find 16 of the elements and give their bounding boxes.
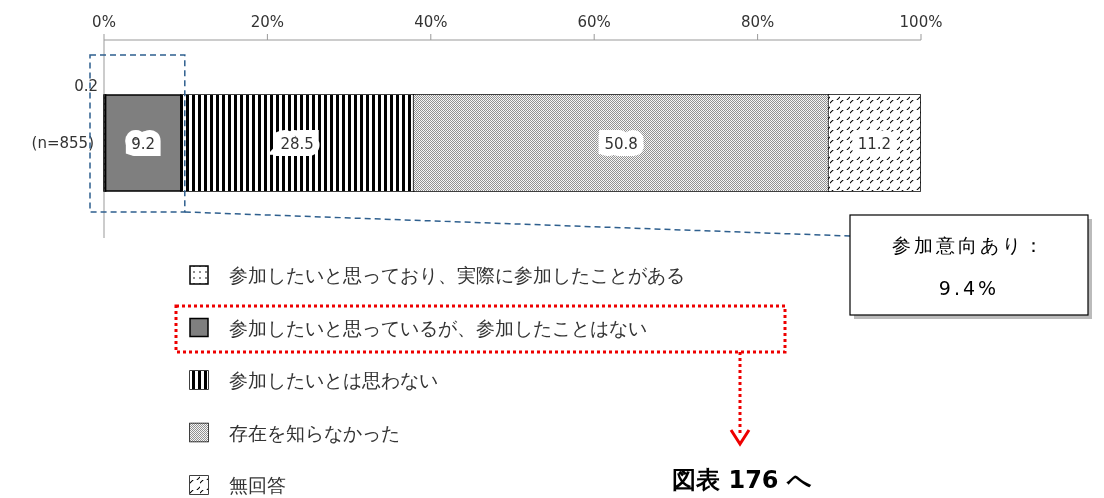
y-tick-label: (n=855) — [31, 134, 94, 152]
data-label: 11.2 — [857, 135, 892, 153]
text: 参加意向あり： 9.4% — [892, 234, 1046, 299]
legend-label: 参加したいと思っており、実際に参加したことがある — [229, 264, 685, 286]
legend-label: 参加したいとは思わない — [229, 369, 438, 391]
x-tick-label: 0% — [92, 13, 116, 31]
x-tick-label: 20% — [250, 13, 285, 31]
x-tick-label: 60% — [577, 13, 611, 31]
legend-label: 参加したいと思っているが、参加したことはない — [229, 316, 647, 339]
legend-label: 無回答 — [229, 474, 286, 496]
data-label: 0.2 — [74, 77, 98, 95]
text: 図表 176 へ — [672, 466, 812, 494]
x-tick-label: 80% — [740, 13, 775, 31]
x-tick-label: 100% — [899, 13, 943, 31]
legend-label: 存在を知らなかった — [229, 421, 400, 444]
x-tick-label: 40% — [414, 13, 448, 31]
